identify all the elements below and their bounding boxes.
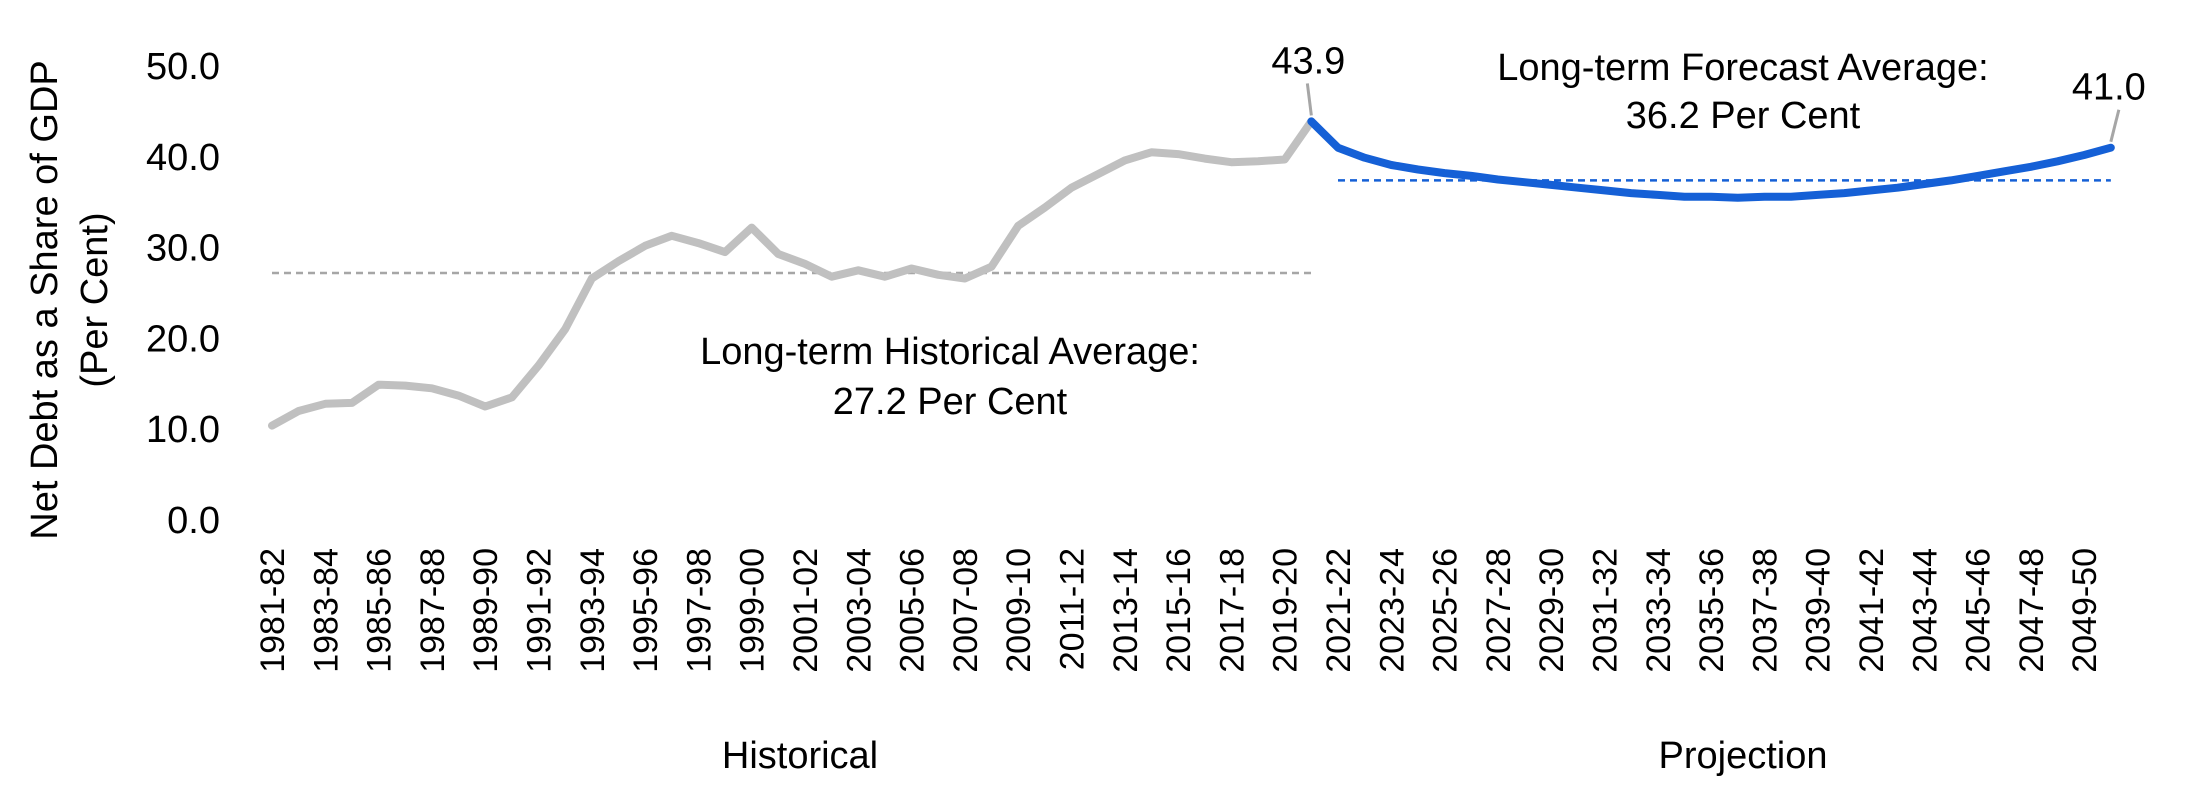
end-data-label: 41.0 [2072, 67, 2146, 109]
group-label-historical: Historical [722, 735, 878, 777]
x-tick-label: 1991-92 [521, 548, 559, 673]
x-axis-groups: Historical Projection [722, 735, 1828, 777]
x-tick-label: 2005-06 [894, 548, 932, 673]
x-tick-label: 2001-02 [787, 548, 825, 673]
historical-series-line [268, 117, 1316, 430]
annotations: Long-term Historical Average: 27.2 Per C… [700, 47, 1989, 423]
y-tick-label: 50.0 [146, 46, 220, 88]
forecast-average-label-line2: 36.2 Per Cent [1626, 95, 1861, 137]
x-tick-label: 1999-00 [734, 548, 772, 673]
x-tick-label: 1993-94 [574, 548, 612, 673]
end-leader-line [2109, 109, 2121, 143]
historical-average-label-line2: 27.2 Per Cent [833, 381, 1068, 423]
x-tick-label: 2029-30 [1533, 548, 1571, 673]
peak-leader-line [1305, 83, 1313, 116]
x-tick-label: 2015-16 [1160, 548, 1198, 673]
x-tick-label: 2037-38 [1746, 548, 1784, 673]
y-axis-ticks: 0.0 10.0 20.0 30.0 40.0 50.0 [146, 46, 220, 542]
x-tick-label: 2003-04 [840, 548, 878, 673]
x-tick-label: 2019-20 [1267, 548, 1305, 673]
y-tick-label: 30.0 [146, 228, 220, 270]
x-tick-label: 2041-42 [1853, 548, 1891, 673]
y-tick-label: 10.0 [146, 409, 220, 451]
x-tick-label: 2007-08 [947, 548, 985, 673]
x-tick-label: 1985-86 [361, 548, 399, 673]
x-tick-label: 1981-82 [254, 548, 292, 673]
x-tick-label: 2031-32 [1587, 548, 1625, 673]
series-lines [268, 117, 2115, 430]
data-labels: 43.9 41.0 [1271, 40, 2146, 143]
y-tick-label: 20.0 [146, 318, 220, 360]
x-tick-label: 2023-24 [1373, 548, 1411, 673]
group-label-projection: Projection [1659, 735, 1828, 777]
y-axis-title-line1: Net Debt as a Share of GDP [24, 60, 66, 539]
x-tick-label: 2033-34 [1640, 548, 1678, 673]
projection-series-line [1307, 117, 2115, 202]
x-tick-label: 1989-90 [467, 548, 505, 673]
x-axis-ticks: 1981-82 1983-84 1985-86 1987-88 1989-90 1991-… [254, 548, 2104, 673]
x-tick-label: 2049-50 [2066, 548, 2104, 673]
x-tick-label: 2025-26 [1427, 548, 1465, 673]
x-tick-label: 2017-18 [1213, 548, 1251, 673]
x-tick-label: 2045-46 [1960, 548, 1998, 673]
forecast-average-label-line1: Long-term Forecast Average: [1497, 47, 1988, 89]
x-tick-label: 2011-12 [1054, 548, 1092, 670]
x-tick-label: 2013-14 [1107, 548, 1145, 673]
x-tick-label: 2043-44 [1906, 548, 1944, 673]
y-tick-label: 40.0 [146, 137, 220, 179]
y-tick-label: 0.0 [167, 500, 220, 542]
x-tick-label: 2009-10 [1000, 548, 1038, 673]
x-tick-label: 1983-84 [307, 548, 345, 673]
x-tick-label: 2035-36 [1693, 548, 1731, 673]
x-tick-label: 1987-88 [414, 548, 452, 673]
x-tick-label: 2039-40 [1800, 548, 1838, 673]
peak-data-label: 43.9 [1271, 40, 1345, 82]
x-tick-label: 2047-48 [2013, 548, 2051, 673]
x-tick-label: 1995-96 [627, 548, 665, 673]
historical-average-label-line1: Long-term Historical Average: [700, 331, 1200, 373]
y-axis-title: Net Debt as a Share of GDP (Per Cent) [24, 60, 116, 539]
x-tick-label: 1997-98 [680, 548, 718, 673]
reference-lines [272, 179, 2111, 275]
x-tick-label: 2021-22 [1320, 548, 1358, 673]
y-axis-title-line2: (Per Cent) [74, 212, 116, 387]
x-tick-label: 2027-28 [1480, 548, 1518, 673]
